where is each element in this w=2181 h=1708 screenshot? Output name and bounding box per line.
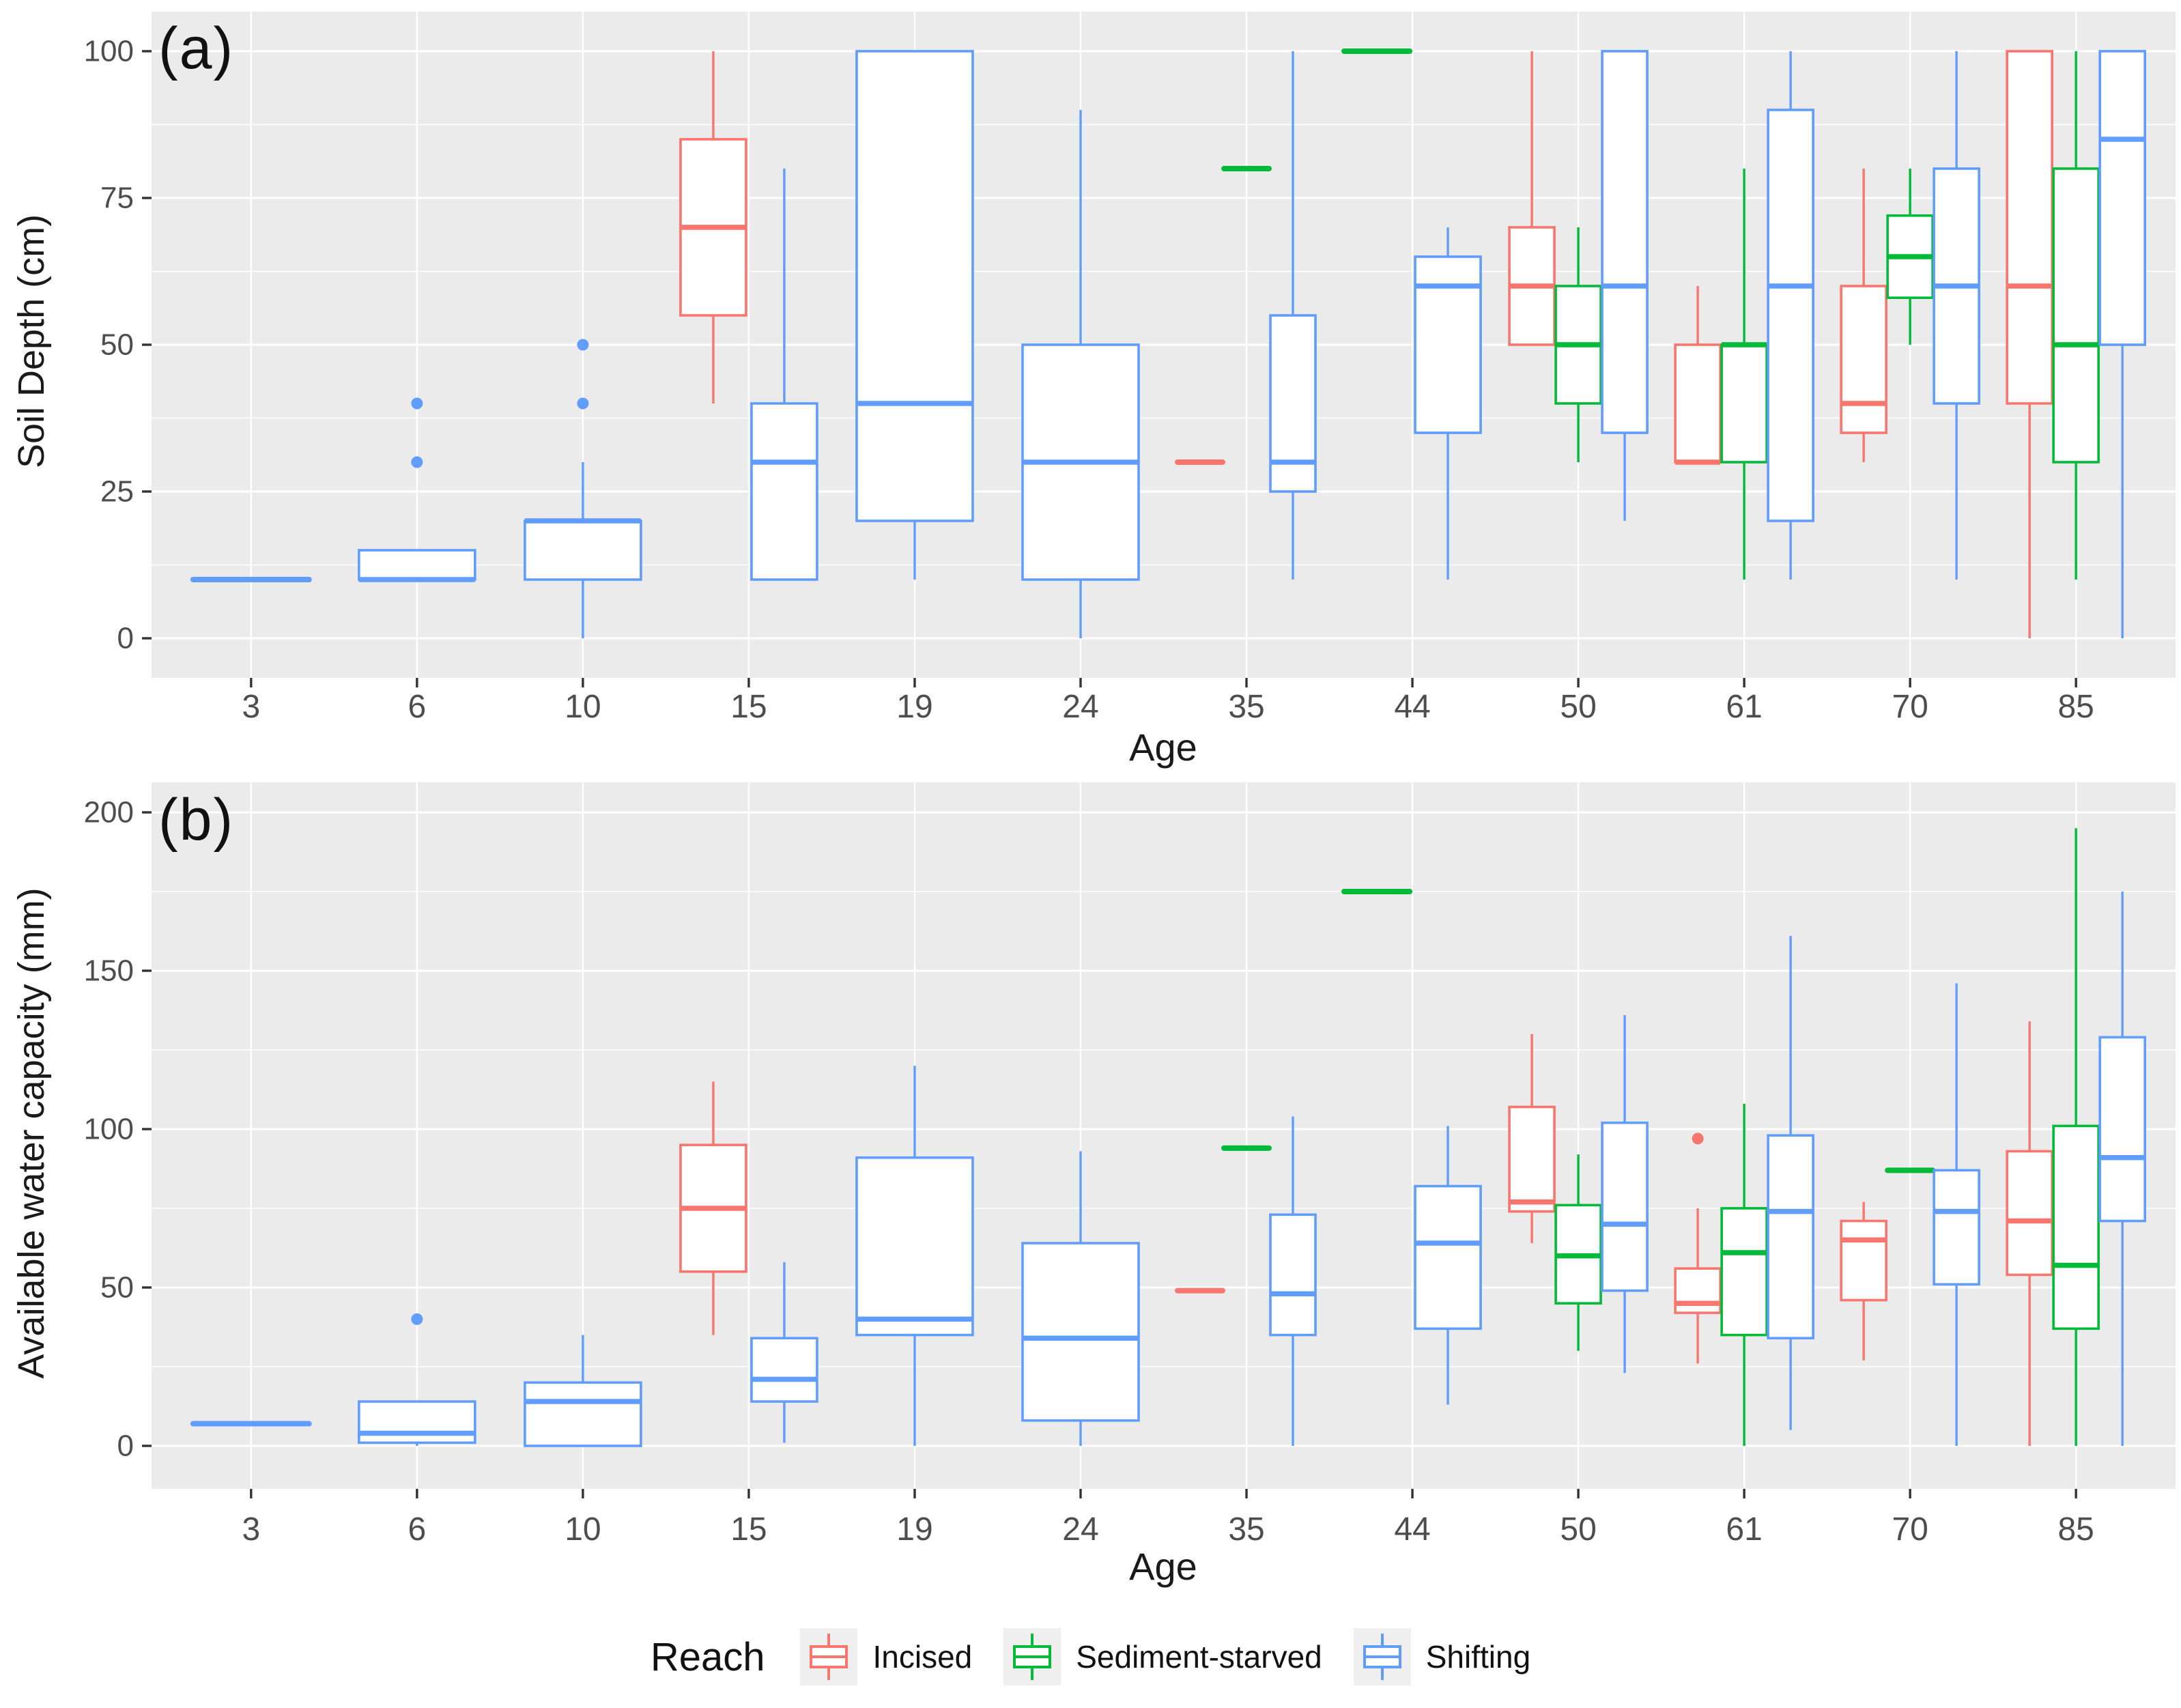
box-b-61-incised-outlier [1692,1133,1704,1145]
panel-b-y-tick-label: 150 [84,954,134,988]
box-a-44-shifting-box [1414,255,1482,434]
box-b-50-incised-box [1508,1105,1556,1213]
box-b-15-shifting-box [750,1337,818,1403]
box-a-10-shifting-outlier [577,397,589,410]
panel-a-x-tick-label: 61 [1726,689,1762,725]
panel-b-x-tick-label: 35 [1228,1511,1264,1548]
panel-b-y-tick-label: 0 [117,1429,134,1463]
legend-item-label: Sediment-starved [1076,1639,1322,1675]
box-b-70-incised-box [1840,1219,1887,1302]
box-a-61-incised-box [1674,343,1722,464]
box-a-70-incised-box [1840,285,1887,434]
panel-b-x-tick-label: 3 [242,1511,260,1548]
legend-item-incised: Incised [800,1628,972,1685]
legend: Reach Incised Sediment-starved Shifting [0,1606,2181,1708]
panel-b-y-tick-label: 100 [84,1113,134,1146]
box-a-19-shifting-box [855,50,974,522]
box-a-35-shifting-box [1269,314,1317,493]
panel-b-x-tick-label: 15 [730,1511,767,1548]
panel-b-x-tick-label: 24 [1062,1511,1098,1548]
box-b-10-shifting-box [524,1381,642,1447]
panel-b-y-axis-title: Available water capacity (mm) [11,887,52,1379]
box-a-85-sediment-starved-box [2052,167,2100,464]
box-b-50-shifting-box [1601,1121,1649,1292]
legend-title: Reach [650,1634,765,1679]
box-b-24-shifting-box [1021,1242,1140,1422]
box-b-6-shifting-outlier [411,1313,423,1325]
box-a-50-shifting-box [1601,50,1649,434]
panel-a-y-tick-label: 100 [84,35,134,68]
legend-key-boxplot-icon [1353,1628,1411,1685]
box-b-85-sediment-starved-box [2052,1124,2100,1330]
box-a-10-shifting-box [524,519,642,581]
box-b-85-shifting-box [2098,1036,2146,1223]
box-a-6-shifting-outlier [411,397,423,410]
panel-a-x-tick-label: 3 [242,689,260,725]
panel-a-y-tick-label: 0 [117,622,134,655]
box-a-10-shifting-outlier [577,339,589,351]
panel-a-letter: (a) [158,16,235,81]
legend-item-label: Shifting [1425,1639,1531,1675]
box-a-15-shifting-box [750,402,818,581]
panel-a-x-tick-label: 35 [1228,689,1264,725]
box-a-6-shifting-box [358,549,476,581]
panel-a-y-tick-label: 50 [100,328,134,362]
panel-a-x-tick-label: 10 [565,689,601,725]
panel-a-y-axis-title: Soil Depth (cm) [11,214,52,469]
panel-a-x-tick-label: 6 [408,689,427,725]
panel-a-x-tick-label: 70 [1892,689,1928,725]
panel-a-x-axis-title: Age [1129,726,1197,769]
box-a-85-shifting-box [2098,50,2146,346]
legend-item-shifting: Shifting [1353,1628,1531,1685]
box-b-61-incised-box [1674,1267,1722,1314]
panel-a-x-tick-label: 15 [730,689,767,725]
box-a-61-shifting-box [1767,109,1814,522]
box-a-6-shifting-outlier [411,456,423,468]
panel-b-x-tick-label: 44 [1394,1511,1430,1548]
box-b-44-shifting-box [1414,1184,1482,1330]
panel-a-x-tick-label: 44 [1394,689,1430,725]
panel-a-x-tick-label: 19 [896,689,932,725]
box-b-6-shifting-box [358,1400,476,1444]
panel-b-x-tick-label: 10 [565,1511,601,1548]
panel-b-y-tick-label: 200 [84,796,134,829]
box-b-61-sediment-starved-box [1720,1207,1768,1337]
legend-item-label: Incised [872,1639,973,1675]
panel-b-x-tick-label: 50 [1560,1511,1596,1548]
box-b-19-shifting-box [855,1156,974,1337]
legend-item-sediment-starved: Sediment-starved [1003,1628,1322,1685]
box-a-85-incised-box [2006,50,2053,405]
panel-a-x-tick-label: 24 [1062,689,1098,725]
panel-a-x-tick-label: 85 [2057,689,2094,725]
panel-b-x-tick-label: 6 [408,1511,427,1548]
box-b-70-shifting-box [1933,1169,1980,1286]
panel-b-y-tick-label: 50 [100,1271,134,1305]
panel-b-x-tick-label: 85 [2057,1511,2094,1548]
panel-b-x-tick-label: 70 [1892,1511,1928,1548]
panel-b-x-tick-label: 19 [896,1511,932,1548]
panel-a-y-tick-label: 25 [100,475,134,509]
legend-key-boxplot-icon [800,1628,858,1685]
legend-key-boxplot-icon [1003,1628,1061,1685]
panel-b-letter: (b) [158,787,235,853]
box-b-35-shifting-box [1269,1213,1317,1337]
panel-b-background [152,782,2176,1489]
box-b-85-incised-box [2006,1150,2053,1277]
panel-b-x-tick-label: 61 [1726,1511,1762,1548]
box-b-61-shifting-box [1767,1134,1814,1340]
panel-a-x-tick-label: 50 [1560,689,1596,725]
box-a-61-sediment-starved-box [1720,343,1768,464]
panel-a-y-tick-label: 75 [100,182,134,215]
panel-b-x-axis-title: Age [1129,1545,1197,1588]
